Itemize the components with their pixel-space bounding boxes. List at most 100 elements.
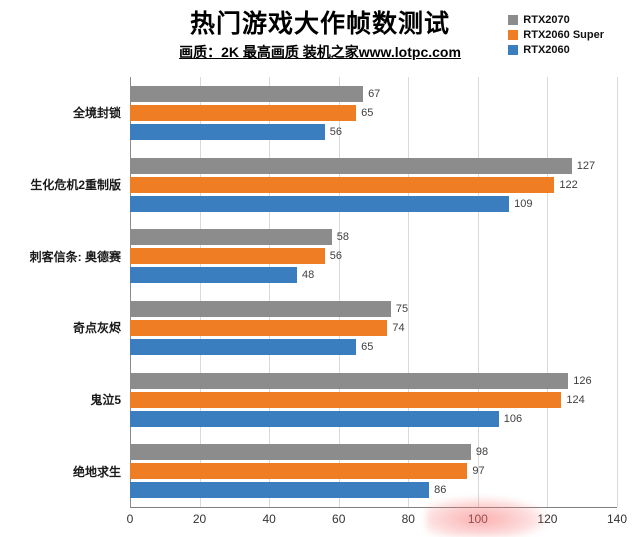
labels-column: 全境封锁生化危机2重制版 刺客信条: 奥德赛奇点灰烬鬼泣5 绝地求生 — [0, 77, 130, 507]
bar-group: 67 65 56 — [130, 77, 617, 149]
bar-row: 127 — [130, 157, 617, 174]
bar-row: 98 — [130, 444, 617, 461]
bar-rtx2060 — [130, 482, 430, 499]
bar-row: 109 — [130, 195, 617, 212]
gridline — [130, 77, 131, 507]
category-label: 鬼泣5 — [90, 393, 121, 408]
x-axis: 0 20 40 60 80 100 120 140 — [126, 508, 627, 530]
gridline — [547, 77, 549, 507]
bar-rtx2060 — [130, 123, 325, 140]
chart-header: 热门游戏大作帧数测试 画质：2K 最高画质 装机之家www.lotpc.com — [0, 0, 640, 61]
bar-row: 126 — [130, 372, 617, 389]
legend-item-rtx2060super: RTX2060 Super — [508, 29, 604, 41]
bar-rtx2060-super — [130, 391, 562, 408]
legend-item-rtx2060: RTX2060 — [508, 44, 604, 56]
legend-label-rtx2060: RTX2060 — [523, 44, 570, 56]
legend-swatch-rtx2070 — [508, 15, 519, 25]
bar-rtx2070 — [130, 372, 569, 389]
bar-value-label: 67 — [368, 87, 381, 100]
category-label: 奇点灰烬 — [72, 321, 121, 336]
legend-swatch-rtx2060 — [508, 45, 519, 55]
chart-subtitle: 画质：2K 最高画质 装机之家www.lotpc.com — [179, 44, 461, 60]
bar-row: 124 — [130, 391, 617, 408]
chart-title: 热门游戏大作帧数测试 — [189, 10, 450, 38]
bar-group: 58 56 48 — [130, 220, 617, 292]
bar-group: 75 74 65 — [130, 292, 617, 364]
bar-row: 48 — [130, 267, 617, 284]
bar-row: 56 — [130, 123, 617, 140]
legend-label-rtx2060super: RTX2060 Super — [523, 29, 604, 41]
bar-rtx2070 — [130, 85, 364, 102]
x-tick-label: 60 — [332, 512, 346, 526]
bar-row: 67 — [130, 85, 617, 102]
gridline — [477, 77, 479, 507]
bar-value-label: 122 — [559, 178, 578, 191]
bar-rtx2070 — [130, 157, 572, 174]
bar-value-label: 65 — [361, 106, 374, 119]
x-tick-label: 120 — [537, 512, 558, 526]
bar-rtx2060-super — [130, 463, 468, 480]
gridline — [617, 77, 618, 507]
bar-value-label: 74 — [392, 321, 405, 334]
bar-rtx2060 — [130, 338, 357, 355]
category-label: 绝地求生 — [72, 464, 121, 479]
bar-value-label: 65 — [361, 340, 374, 353]
bar-chart: 全境封锁生化危机2重制版 刺客信条: 奥德赛奇点灰烬鬼泣5 绝地求生 67 65 56 1… — [0, 77, 640, 508]
x-tick-label: 40 — [262, 512, 276, 526]
bar-rtx2060 — [130, 267, 297, 284]
category-label: 全境封锁 — [72, 106, 121, 121]
bar-row: 122 — [130, 176, 617, 193]
bar-row: 74 — [130, 319, 617, 336]
plot-area: 67 65 56 127 122 109 58 56 48 75 74 65 126 124 106 98 97… — [130, 77, 618, 508]
bar-value-label: 75 — [395, 302, 409, 315]
bar-value-label: 48 — [301, 269, 315, 282]
bar-group: 126 124 106 — [130, 364, 617, 436]
gridline — [338, 77, 340, 507]
bar-rtx2060 — [130, 410, 499, 427]
bar-row: 97 — [130, 463, 617, 480]
bar-rtx2070 — [130, 300, 391, 317]
category-label: 生化危机2重制版 — [30, 178, 121, 192]
x-tick-label: 0 — [126, 512, 134, 526]
bar-value-label: 126 — [573, 374, 592, 387]
bar-group: 127 122 109 — [130, 149, 617, 221]
category-label: 刺客信条: 奥德赛 — [29, 249, 121, 264]
bar-rtx2060-super — [130, 319, 388, 336]
x-tick-label: 80 — [401, 512, 415, 526]
bar-value-label: 98 — [475, 446, 489, 459]
bar-value-label: 97 — [472, 465, 485, 478]
bar-value-label: 109 — [514, 197, 533, 210]
bar-row: 65 — [130, 338, 617, 355]
bar-row: 56 — [130, 248, 617, 265]
bar-rtx2060-super — [130, 104, 357, 121]
bar-value-label: 106 — [503, 412, 523, 425]
bar-value-label: 124 — [566, 393, 585, 406]
gridline — [199, 77, 201, 507]
x-tick-label: 100 — [467, 512, 488, 526]
legend-swatch-rtx2060super — [508, 30, 519, 40]
legend-label-rtx2070: RTX2070 — [523, 14, 570, 26]
legend: RTX2070 RTX2060 Super RTX2060 — [508, 14, 604, 56]
bar-value-label: 127 — [576, 159, 596, 172]
bar-value-label: 56 — [329, 250, 343, 263]
bar-rtx2070 — [130, 444, 471, 461]
bar-row: 106 — [130, 410, 617, 427]
bar-rtx2060 — [130, 195, 510, 212]
bar-row: 58 — [130, 229, 617, 246]
bar-row: 75 — [130, 300, 617, 317]
bar-group: 98 97 86 — [130, 435, 617, 507]
x-tick-label: 20 — [192, 512, 207, 526]
x-tick-label: 140 — [606, 512, 628, 526]
bar-value-label: 56 — [329, 125, 343, 138]
gridline — [408, 77, 410, 507]
bar-rtx2060-super — [130, 248, 325, 265]
gridline — [269, 77, 271, 507]
bar-value-label: 58 — [336, 231, 349, 244]
legend-item-rtx2070: RTX2070 — [508, 14, 604, 26]
bar-row: 65 — [130, 104, 617, 121]
bar-groups: 67 65 56 127 122 109 58 56 48 75 74 65 126 124 106 98 97… — [130, 77, 617, 507]
bar-value-label: 86 — [434, 484, 447, 497]
bar-rtx2060-super — [130, 176, 555, 193]
bar-row: 86 — [130, 482, 617, 499]
